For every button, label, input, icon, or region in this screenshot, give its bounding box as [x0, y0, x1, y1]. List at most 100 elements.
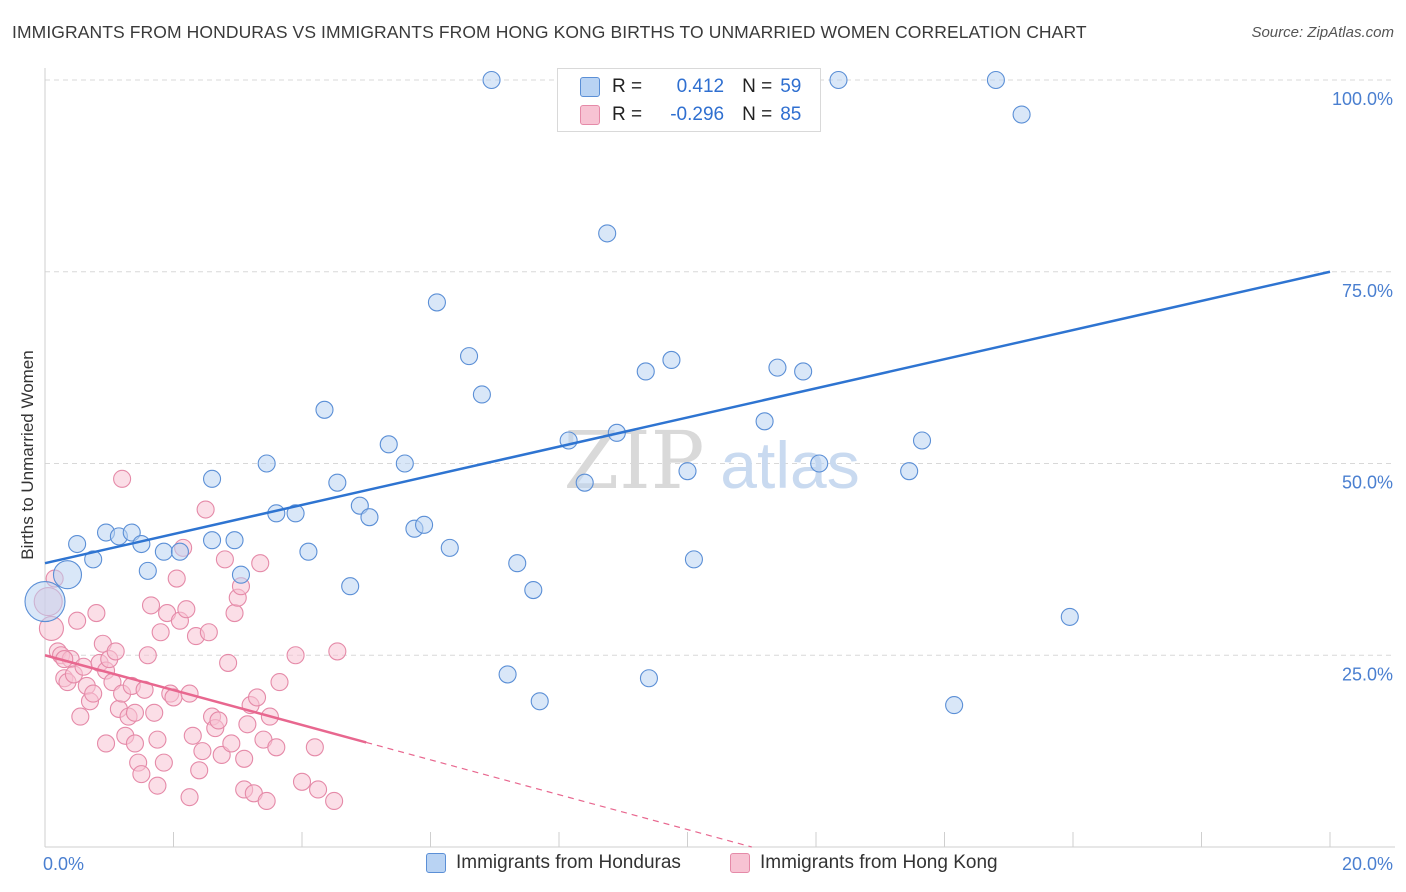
hong-kong-point [222, 734, 241, 753]
hong-kong-point [148, 730, 167, 749]
honduras-trend-line [44, 270, 1331, 565]
hong-kong-point [141, 596, 161, 615]
hong-kong-point [177, 600, 196, 619]
honduras-point [138, 561, 157, 580]
hong-kong-point [215, 550, 234, 569]
hong-kong-point [113, 469, 132, 488]
honduras-point [598, 224, 617, 243]
honduras-point [203, 469, 222, 488]
honduras-point [379, 435, 398, 454]
hong-kong-point [328, 642, 347, 661]
honduras-point [810, 454, 829, 473]
honduras-point [482, 70, 501, 90]
series-legend: Immigrants from Honduras Immigrants from… [0, 852, 1406, 878]
hong-kong-point [96, 734, 116, 753]
honduras-point [415, 515, 434, 534]
legend-r-value: -0.296 [670, 104, 725, 125]
hong-kong-point [292, 772, 312, 791]
honduras-point [257, 454, 276, 473]
y-tick-label: 100.0% [1332, 89, 1393, 109]
y-tick-label: 25.0% [1342, 664, 1393, 684]
hong-kong-point [106, 642, 125, 661]
hong-kong-point [84, 684, 103, 703]
hong-kong-point [219, 653, 238, 672]
honduras-point [755, 412, 774, 431]
hong-kong-point [190, 761, 209, 780]
legend-swatch-pink [580, 105, 600, 125]
hong-kong-point [238, 715, 257, 734]
honduras-point [636, 362, 655, 381]
honduras-point [472, 385, 491, 404]
legend-swatch-blue [580, 77, 600, 97]
hong-kong-point [180, 788, 199, 807]
watermark-zip: ZIP [563, 414, 704, 507]
honduras-point [341, 577, 360, 596]
tick-labels: 25.0% 50.0% 75.0% 100.0% 0.0% 20.0% [43, 89, 1393, 874]
legend-row-hong-kong: R = -0.296 N = 85 [580, 100, 801, 130]
honduras-point [530, 692, 549, 711]
honduras-point [132, 534, 151, 554]
honduras-point [794, 362, 813, 381]
hong-kong-point [154, 753, 173, 772]
honduras-point [986, 70, 1005, 90]
honduras-point [1060, 607, 1079, 626]
hong-kong-point [257, 791, 276, 811]
hong-kong-point [183, 726, 202, 745]
legend-r-value: 0.412 [676, 76, 725, 97]
series-legend-label: Immigrants from Honduras [456, 852, 681, 873]
hong-kong-point [148, 776, 167, 795]
hong-kong-point [68, 611, 87, 630]
hong-kong-point [325, 791, 344, 811]
hong-kong-point [87, 604, 106, 623]
honduras-point [84, 550, 103, 569]
honduras-point [508, 554, 527, 573]
hong-kong-point [167, 569, 186, 588]
honduras-point [459, 347, 479, 366]
hong-kong-point [251, 554, 270, 573]
hong-kong-point [193, 742, 212, 761]
hong-kong-point [309, 780, 328, 799]
axes [44, 68, 1395, 848]
hong-kong-point [267, 738, 286, 757]
honduras-point [170, 542, 189, 561]
honduras-point [360, 508, 379, 527]
y-tick-label: 75.0% [1342, 281, 1393, 301]
honduras-point [768, 358, 787, 377]
honduras-point [912, 431, 932, 450]
honduras-point [662, 350, 681, 370]
hong-kong-point [138, 646, 157, 665]
series-swatch-blue [426, 853, 446, 873]
hong-kong-trend-line [44, 654, 367, 744]
legend-r-label: R = [612, 104, 643, 125]
legend-n-value: 85 [780, 104, 802, 125]
honduras-point [395, 454, 414, 473]
honduras-point [678, 462, 697, 481]
hong-kong-point [151, 623, 170, 642]
hong-kong-point [125, 703, 144, 722]
series-legend-honduras[interactable]: Immigrants from Honduras [426, 852, 681, 874]
honduras-point [328, 473, 347, 492]
honduras-point [498, 665, 517, 684]
hong-kong-point [209, 711, 228, 730]
series-legend-label: Immigrants from Hong Kong [760, 852, 998, 873]
hong-kong-point [145, 703, 164, 722]
hong-kong-point [305, 738, 324, 757]
y-axis-title: Births to Unmarried Women [18, 350, 37, 559]
honduras-point [945, 696, 964, 715]
honduras-point [203, 531, 222, 550]
honduras-point [315, 400, 334, 419]
x-tick-label: 0.0% [43, 854, 84, 874]
honduras-point [286, 504, 305, 523]
honduras-point [24, 581, 66, 623]
honduras-point [575, 473, 594, 492]
series-swatch-pink [730, 853, 750, 873]
hong-kong-point [71, 707, 90, 726]
hong-kong-point [286, 646, 305, 665]
legend-row-honduras: R = 0.412 N = 59 [580, 72, 801, 102]
legend-n-label: N = [742, 104, 773, 125]
series-honduras [24, 70, 1079, 715]
honduras-point [684, 550, 703, 569]
legend-r-label: R = [612, 76, 643, 97]
series-legend-hong-kong[interactable]: Immigrants from Hong Kong [730, 852, 998, 874]
